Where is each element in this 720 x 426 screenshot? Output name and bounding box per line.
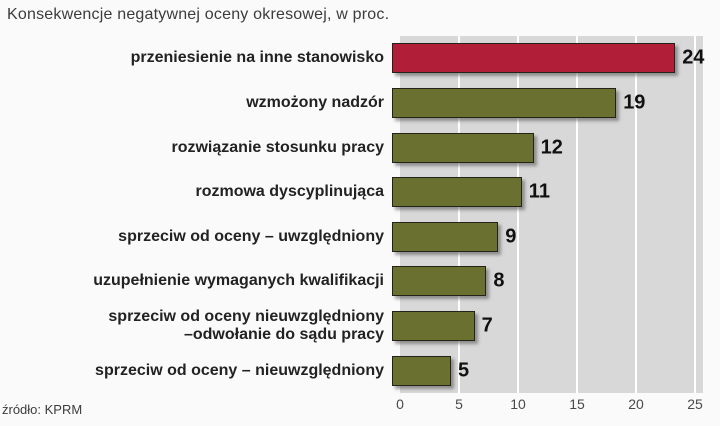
chart-row: rozmowa dyscyplinująca 11 xyxy=(0,170,720,215)
value-label: 5 xyxy=(458,359,470,382)
bar xyxy=(392,266,487,297)
value-label: 8 xyxy=(493,269,505,292)
bar xyxy=(392,132,534,163)
bar xyxy=(392,221,499,252)
chart-row: sprzeciw od oceny nieuwzględniony –odwoł… xyxy=(0,304,720,349)
chart-row: wzmożony nadzór 19 xyxy=(0,81,720,126)
category-label: sprzeciw od oceny nieuwzględniony –odwoł… xyxy=(108,308,384,344)
value-label: 19 xyxy=(623,91,646,114)
value-label: 24 xyxy=(682,46,705,69)
gridline xyxy=(694,36,696,393)
chart-row: przeniesienie na inne stanowisko 24 xyxy=(0,36,720,81)
source-label: źródło: KPRM xyxy=(2,402,83,417)
gridline xyxy=(458,36,460,393)
x-tick-label: 5 xyxy=(455,396,463,412)
category-label: uzupełnienie wymaganych kwalifikacji xyxy=(93,272,384,290)
category-label: rozwiązanie stosunku pracy xyxy=(171,138,384,156)
value-label: 7 xyxy=(481,314,493,337)
x-tick-label: 0 xyxy=(396,396,404,412)
bar-area: 5 xyxy=(392,348,720,393)
gridline xyxy=(635,36,637,393)
bar xyxy=(392,87,617,118)
chart-title: Konsekwencje negatywnej oceny okresowej,… xyxy=(7,6,390,23)
chart-row: uzupełnienie wymaganych kwalifikacji 8 xyxy=(0,259,720,304)
bar xyxy=(392,355,451,386)
x-tick-label: 15 xyxy=(569,396,585,412)
category-label: przeniesienie na inne stanowisko xyxy=(130,49,384,67)
value-label: 12 xyxy=(540,136,563,159)
bar xyxy=(392,43,676,74)
chart-row: rozwiązanie stosunku pracy 12 xyxy=(0,125,720,170)
category-label: wzmożony nadzór xyxy=(246,93,384,111)
chart-row: sprzeciw od oceny – nieuwzględniony 5 xyxy=(0,348,720,393)
x-tick-label: 20 xyxy=(628,396,644,412)
bar-area: 7 xyxy=(392,304,720,349)
bar-area: 19 xyxy=(392,81,720,126)
x-axis: 0 5 10 15 20 25 xyxy=(0,396,720,416)
x-tick-label: 25 xyxy=(687,396,703,412)
chart-row: sprzeciw od oceny – uwzględniony 9 xyxy=(0,215,720,260)
bar-area: 8 xyxy=(392,259,720,304)
x-tick-label: 10 xyxy=(510,396,526,412)
value-label: 11 xyxy=(528,180,550,203)
bar xyxy=(392,177,522,208)
bar xyxy=(392,311,475,342)
category-label: sprzeciw od oceny – uwzględniony xyxy=(118,227,384,245)
gridline xyxy=(576,36,578,393)
category-label: rozmowa dyscyplinująca xyxy=(195,183,384,201)
value-label: 9 xyxy=(505,225,517,248)
bar-area: 9 xyxy=(392,215,720,260)
bar-area: 12 xyxy=(392,125,720,170)
category-label: sprzeciw od oceny – nieuwzględniony xyxy=(95,361,384,379)
bar-area: 24 xyxy=(392,36,720,81)
bar-area: 11 xyxy=(392,170,720,215)
gridline xyxy=(517,36,519,393)
